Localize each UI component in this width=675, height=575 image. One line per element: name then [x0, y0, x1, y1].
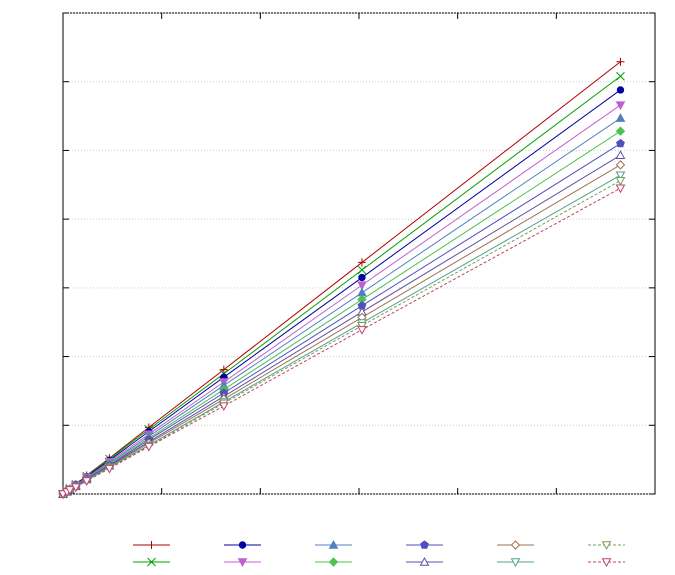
marker	[81, 477, 92, 486]
marker	[219, 365, 228, 374]
marker	[615, 150, 626, 159]
marker	[70, 483, 81, 493]
marker	[328, 557, 339, 567]
marker	[510, 540, 521, 550]
marker	[147, 541, 156, 549]
marker	[616, 57, 625, 66]
marker	[357, 321, 367, 331]
marker	[358, 273, 366, 282]
marker	[357, 326, 367, 335]
marker	[357, 258, 366, 267]
marker	[104, 464, 115, 474]
marker	[238, 541, 247, 549]
marker	[328, 539, 339, 549]
marker	[143, 442, 154, 452]
marker	[615, 184, 626, 194]
marker	[357, 281, 367, 291]
marker	[420, 540, 429, 549]
marker	[237, 558, 248, 568]
marker	[615, 126, 626, 136]
marker	[147, 557, 156, 567]
marker	[615, 101, 626, 111]
marker	[615, 176, 626, 186]
marker	[65, 486, 75, 495]
plot-frame	[62, 12, 656, 495]
marker	[616, 86, 625, 94]
marker	[357, 287, 367, 297]
marker	[615, 160, 626, 170]
marker	[601, 558, 612, 568]
series-line	[62, 187, 621, 495]
marker	[615, 171, 626, 181]
marker	[510, 558, 521, 568]
marker	[615, 113, 626, 122]
marker	[357, 265, 367, 275]
marker	[419, 556, 430, 566]
marker	[616, 71, 625, 81]
marker	[601, 541, 612, 551]
marker	[616, 138, 625, 148]
marker	[218, 402, 229, 412]
